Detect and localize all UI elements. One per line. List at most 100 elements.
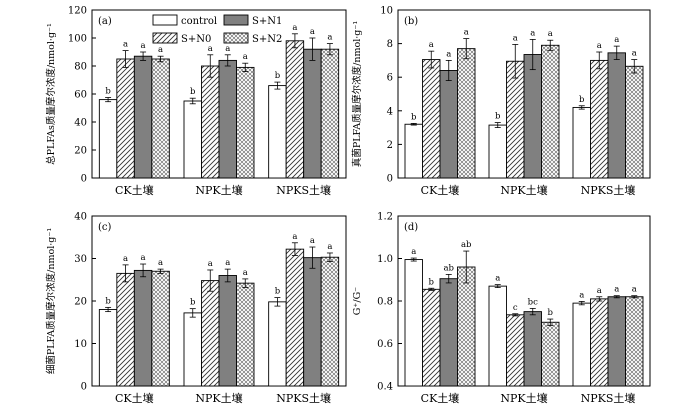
y-axis-label: G⁺/G⁻: [352, 287, 363, 315]
bar: [422, 59, 441, 179]
bar: [201, 65, 220, 179]
y-tick-label: 10: [74, 339, 87, 350]
legend-swatch: [152, 14, 178, 26]
y-axis-label: 总PLFAs质量摩尔浓度/nmol·g⁻¹: [45, 23, 57, 165]
significance-letter: b: [275, 287, 281, 297]
y-tick-label: 1.2: [377, 212, 393, 223]
bar: [151, 270, 170, 387]
category-label: NPKS土壤: [276, 183, 331, 197]
y-tick-label: 0.6: [377, 339, 393, 350]
category-label: NPKS土壤: [581, 391, 636, 405]
significance-letter: a: [158, 258, 163, 268]
bar: [201, 280, 220, 387]
bar: [320, 48, 340, 179]
panel-label: (b): [404, 16, 418, 27]
bar: [218, 275, 237, 387]
bar: [285, 40, 305, 179]
y-tick-label: 0: [81, 174, 87, 185]
bar: [422, 288, 441, 387]
significance-letter: a: [513, 33, 518, 43]
significance-letter: a: [292, 23, 297, 33]
significance-letter: a: [597, 286, 602, 296]
bar: [572, 302, 591, 387]
y-tick-label: 100: [68, 34, 87, 45]
significance-letter: a: [495, 274, 500, 284]
significance-letter: a: [411, 247, 416, 257]
panel-label: (d): [404, 222, 418, 233]
category-label: CK土壤: [421, 183, 460, 197]
significance-letter: b: [190, 298, 196, 308]
significance-letter: a: [327, 33, 332, 43]
chart-panels: 020406080100120总PLFAs质量摩尔浓度/nmol·g⁻¹(a)b…: [45, 6, 651, 405]
bar: [116, 58, 135, 179]
significance-letter: a: [632, 285, 637, 295]
significance-letter: a: [310, 236, 315, 246]
bar: [116, 272, 135, 387]
chart-panel-2: 0 10 20 30 40 细菌PLFA质量摩尔浓度/nmol·g⁻¹ (c) b a a a CK土…: [45, 212, 347, 405]
y-tick-label: 4: [387, 106, 393, 117]
chart-panel-3: 0.40.60.81.01.2G⁺/G⁻(d)abababCK土壤acbcbNP…: [352, 212, 651, 405]
significance-letter: a: [243, 268, 248, 278]
bar: [607, 296, 626, 387]
y-tick-label: 1.0: [377, 254, 393, 265]
category-label: CK土壤: [115, 183, 154, 197]
y-tick-label: 10: [380, 6, 393, 17]
significance-letter: a: [123, 40, 128, 50]
significance-letter: a: [429, 40, 434, 50]
bar: [98, 309, 118, 387]
legend-label: S+N2: [252, 34, 282, 45]
category-label: CK土壤: [115, 391, 154, 405]
significance-letter: b: [495, 112, 501, 122]
bar: [268, 85, 287, 179]
significance-letter: a: [614, 285, 619, 295]
chart-panel-0: 0 20 40 60 80 100 120 总PLFAs质量摩尔浓度/nmol·g⁻¹ (a) b…: [45, 6, 347, 197]
significance-letter: a: [464, 28, 469, 38]
significance-letter: a: [225, 258, 230, 268]
legend-swatch: [152, 32, 178, 44]
bar: [404, 123, 423, 179]
significance-letter: a: [243, 52, 248, 62]
significance-letter: a: [208, 44, 213, 54]
significance-letter: b: [190, 87, 196, 97]
y-tick-label: 20: [74, 146, 87, 157]
legend-label: S+N0: [181, 34, 211, 45]
significance-letter: a: [597, 41, 602, 51]
panel-label: (a): [98, 16, 112, 27]
category-label: NPKS土壤: [581, 183, 636, 197]
significance-letter: a: [327, 242, 332, 252]
y-tick-label: 120: [68, 6, 87, 17]
bar: [457, 266, 476, 387]
bar: [590, 298, 609, 387]
bar: [607, 52, 626, 179]
bar: [303, 48, 322, 179]
bar: [133, 55, 153, 179]
category-label: NPK土壤: [195, 391, 242, 405]
bar: [404, 259, 423, 387]
y-tick-label: 20: [74, 297, 87, 308]
significance-letter: a: [208, 259, 213, 269]
significance-letter: a: [141, 253, 146, 263]
bar: [236, 66, 255, 179]
bar: [625, 65, 644, 179]
y-axis-label: 细菌PLFA质量摩尔浓度/nmol·g⁻¹: [45, 228, 57, 375]
bar: [488, 285, 507, 387]
y-tick-label: 0.8: [377, 297, 393, 308]
legend-label: control: [181, 16, 217, 27]
y-tick-label: 30: [74, 254, 87, 265]
bar: [268, 301, 287, 387]
significance-letter: ab: [461, 240, 472, 250]
bar: [439, 70, 458, 179]
bar: [523, 311, 542, 387]
y-tick-label: 2: [387, 140, 393, 151]
panel-label: (c): [98, 222, 112, 233]
chart-panel-1: 0 2 4 6 8 10 真菌PLFA质量摩尔浓度/nmol·g⁻¹ (b) b a a a CK土壤 b…: [351, 6, 651, 197]
y-tick-label: 40: [74, 212, 87, 223]
bar: [183, 312, 202, 387]
bar: [506, 60, 525, 179]
significance-letter: a: [632, 49, 637, 59]
category-label: NPKS土壤: [276, 391, 331, 405]
significance-letter: a: [225, 44, 230, 54]
y-tick-label: 60: [74, 90, 87, 101]
bar: [541, 44, 560, 179]
